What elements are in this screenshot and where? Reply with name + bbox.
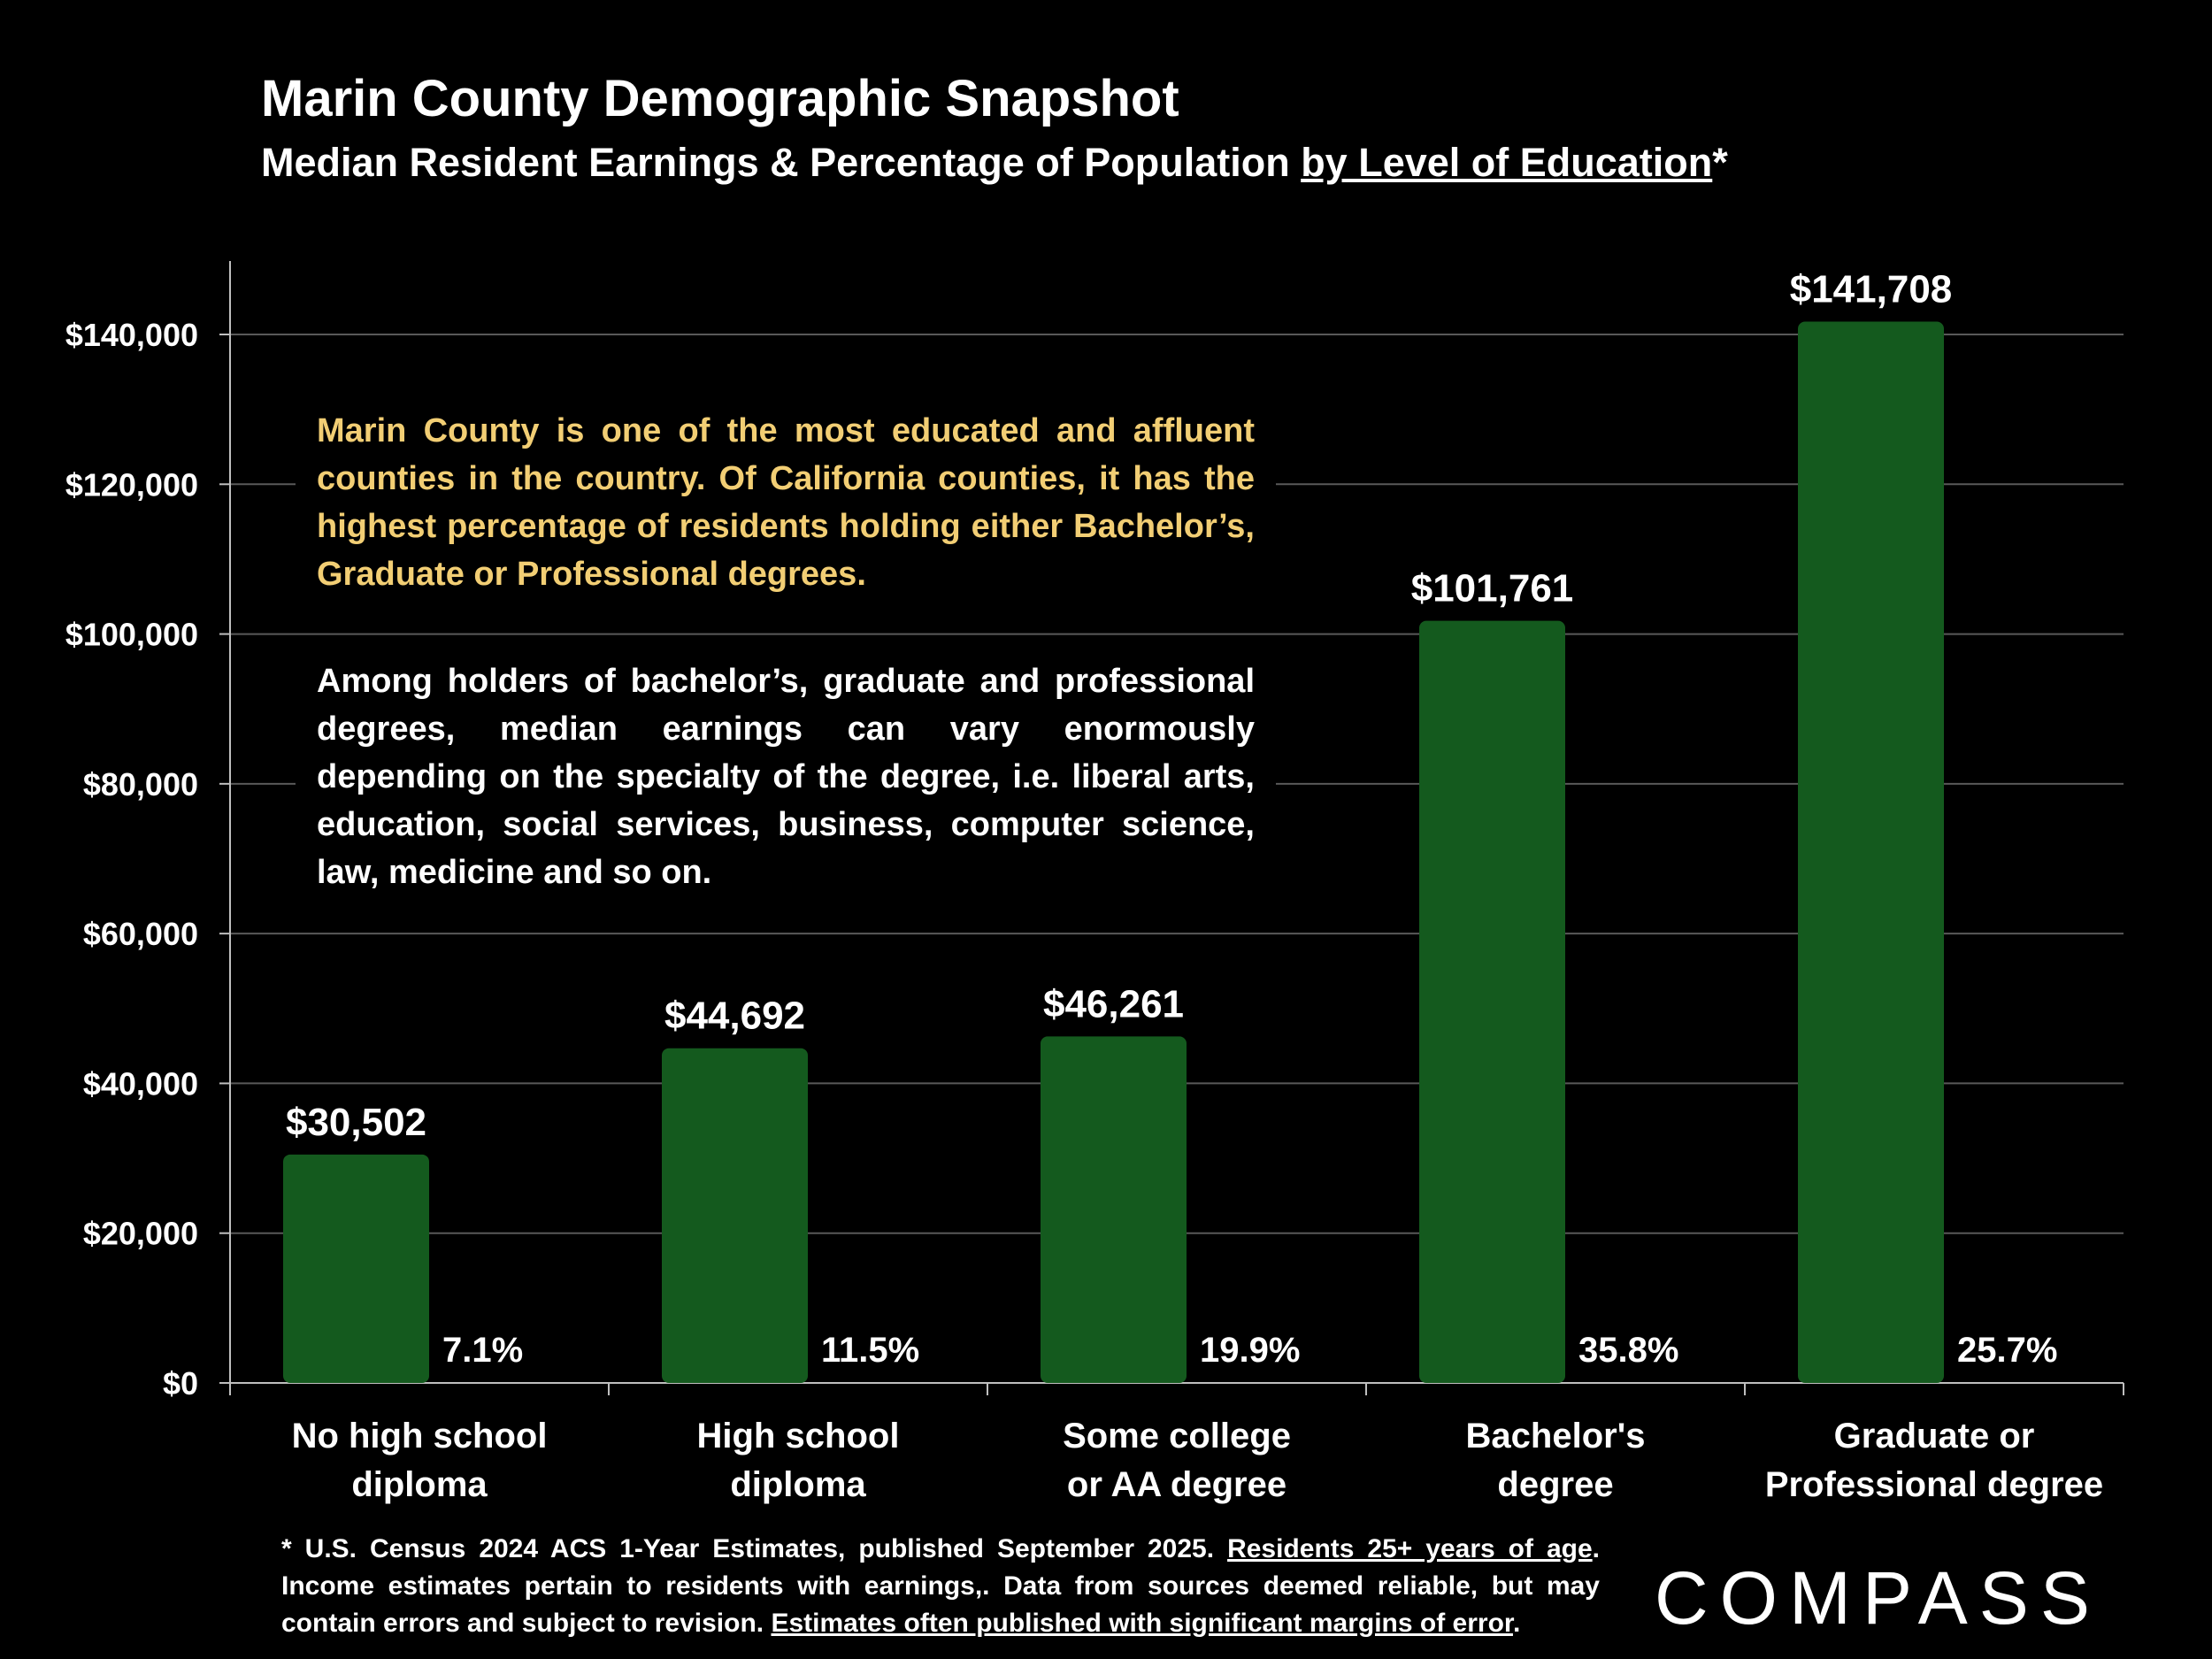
- population-percent-label: 19.9%: [1200, 1331, 1300, 1370]
- category-label: Professional degree: [1765, 1465, 2103, 1504]
- category-label: No high school: [292, 1417, 548, 1455]
- category-label: Bachelor's: [1466, 1417, 1646, 1455]
- population-percent-label: 7.1%: [442, 1331, 523, 1370]
- footnote: * U.S. Census 2024 ACS 1-Year Estimates,…: [281, 1531, 1600, 1642]
- annotation-body: Among holders of bachelor’s, graduate an…: [296, 657, 1276, 896]
- bar-value-label: $46,261: [1043, 982, 1184, 1025]
- bar-value-label: $101,761: [1411, 567, 1574, 611]
- annotation-highlight: Marin County is one of the most educated…: [296, 407, 1276, 598]
- subtitle-main: Median Resident Earnings & Percentage of…: [261, 140, 1302, 185]
- compass-logo: COMPASS: [1655, 1556, 2101, 1640]
- category-label: diploma: [351, 1465, 488, 1504]
- population-percent-label: 11.5%: [821, 1331, 919, 1370]
- bar: [1041, 1036, 1187, 1383]
- category-label: Some college: [1063, 1417, 1291, 1455]
- y-tick-label: $40,000: [83, 1065, 198, 1102]
- bar-value-label: $44,692: [664, 995, 805, 1038]
- category-label: diploma: [730, 1465, 866, 1504]
- category-label: Graduate or: [1834, 1417, 2035, 1455]
- category-label: High school: [697, 1417, 900, 1455]
- subtitle-suffix: *: [1712, 140, 1728, 185]
- bar: [1798, 321, 1944, 1384]
- y-tick-label: $120,000: [65, 466, 198, 503]
- footnote-disclaimer: . Income estimates pertain to residents …: [281, 1534, 1600, 1638]
- y-tick-label: $140,000: [65, 317, 198, 353]
- y-tick-label: $100,000: [65, 617, 198, 653]
- y-tick-label: $20,000: [83, 1216, 198, 1252]
- population-percent-label: 25.7%: [1957, 1331, 2057, 1370]
- chart-subtitle: Median Resident Earnings & Percentage of…: [261, 140, 1728, 186]
- y-tick-label: $80,000: [83, 766, 198, 803]
- footnote-end: .: [1512, 1609, 1521, 1638]
- y-tick-label: $0: [163, 1365, 198, 1402]
- bar-value-label: $141,708: [1790, 268, 1953, 311]
- footnote-source: * U.S. Census 2024 ACS 1-Year Estimates,…: [281, 1534, 1228, 1563]
- category-label: or AA degree: [1067, 1465, 1286, 1504]
- category-label: degree: [1497, 1465, 1613, 1504]
- y-tick-label: $60,000: [83, 916, 198, 952]
- bar: [283, 1154, 429, 1383]
- bar: [662, 1048, 808, 1383]
- subtitle-underlined: by Level of Education: [1301, 140, 1713, 185]
- population-percent-label: 35.8%: [1578, 1331, 1678, 1370]
- bar-value-label: $30,502: [286, 1101, 426, 1144]
- footnote-margin-note: Estimates often published with significa…: [771, 1609, 1513, 1638]
- footnote-age-note: Residents 25+ years of age: [1227, 1534, 1593, 1563]
- chart-title: Marin County Demographic Snapshot: [261, 70, 1179, 127]
- bar: [1419, 620, 1565, 1383]
